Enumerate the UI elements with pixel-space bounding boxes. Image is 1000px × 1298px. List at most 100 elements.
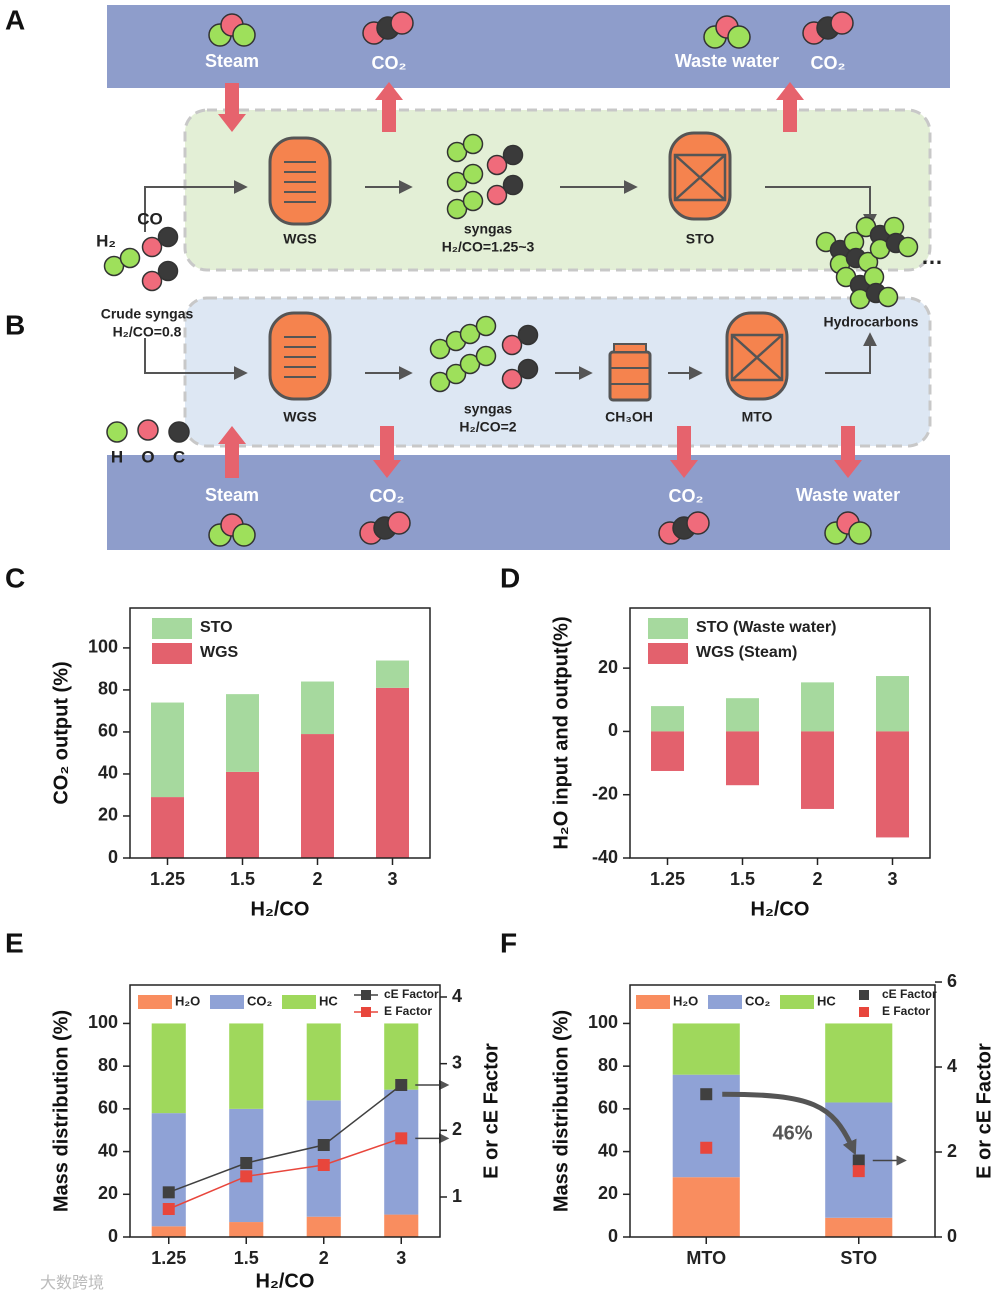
chart: 0 20 40 60 80 100 1 2 3 4 1.25 1.5 2 3 H₂O CO₂ HC cE Fact… (50, 984, 502, 1292)
chart: -40 -20 0 20 1.25 1.5 2 3 STO (Waste water) WGS (… (550, 607, 931, 920)
atom (168, 421, 190, 443)
plot-frame (629, 607, 931, 859)
x-tick-label: 1.25 (150, 869, 185, 889)
legend-label: WGS (Steam) (696, 644, 797, 661)
atom (157, 226, 179, 248)
y-tick-label: 100 (88, 1012, 118, 1032)
label: H₂/CO=0.8 (113, 324, 182, 340)
legend-label: E Factor (384, 1004, 432, 1018)
bar (825, 1217, 893, 1237)
bar (229, 1023, 264, 1109)
bar (376, 687, 409, 858)
series-line (168, 1137, 402, 1210)
marker (852, 1165, 865, 1178)
legend-swatch (780, 995, 814, 1009)
atom (462, 190, 484, 212)
x-tick-label: 1.5 (230, 869, 255, 889)
bar (672, 1177, 740, 1237)
y-tick-label: 0 (108, 1226, 118, 1246)
atom (459, 353, 481, 375)
x-tick-label: 3 (396, 1248, 406, 1268)
bar (151, 1226, 186, 1237)
x-axis-title: H₂/CO (751, 898, 810, 920)
marker (852, 1154, 865, 1167)
bar (226, 771, 259, 858)
atom (119, 247, 141, 269)
atom (877, 286, 899, 308)
y-axis-title: CO₂ output (%) (50, 661, 72, 804)
bar (801, 682, 834, 732)
sto-box (183, 108, 932, 272)
legend-swatch (282, 995, 316, 1009)
y-tick-label: 60 (598, 1098, 618, 1118)
label: … (921, 244, 943, 269)
x-tick-label: 3 (387, 869, 397, 889)
atom (387, 511, 411, 535)
label: H (111, 447, 123, 466)
atom (446, 141, 468, 163)
legend-swatch (648, 618, 688, 639)
y2-tick-label: 4 (452, 986, 462, 1006)
y-tick-label: 0 (108, 847, 118, 867)
atom (445, 363, 467, 385)
y-tick-label: 100 (88, 637, 118, 657)
legend-marker (361, 1007, 371, 1017)
x-tick-label: 1.25 (151, 1248, 186, 1268)
x-tick-label: 1.5 (730, 869, 755, 889)
flow-arrow (375, 82, 403, 132)
panel-label: C (5, 562, 25, 593)
marker (700, 1088, 713, 1101)
y-tick-label: 100 (588, 1012, 618, 1032)
bar (151, 1023, 186, 1114)
watermark: 大数跨境 (40, 1273, 104, 1292)
marker (240, 1157, 253, 1169)
atom (501, 368, 523, 390)
x-tick-label: 1.25 (650, 869, 685, 889)
legend-label: E Factor (882, 1004, 930, 1018)
atom (486, 154, 508, 176)
legend-label: STO (Waste water) (696, 619, 836, 636)
atom (501, 334, 523, 356)
y-tick-label: 20 (98, 1183, 118, 1203)
legend-marker (859, 990, 869, 1000)
label: CO (137, 209, 163, 228)
y-tick-label: 60 (98, 1098, 118, 1118)
marker (700, 1141, 713, 1154)
label: H₂ (96, 231, 116, 250)
bar (384, 1089, 419, 1215)
atom (141, 270, 163, 292)
bar (726, 731, 759, 786)
atom (103, 255, 125, 277)
atom (517, 324, 539, 346)
bar (825, 1023, 893, 1103)
legend-swatch (210, 995, 244, 1009)
bar (226, 694, 259, 772)
plot-frame (129, 984, 441, 1238)
series-line (168, 1084, 402, 1194)
atom (517, 358, 539, 380)
x-axis-title: H₂/CO (256, 1270, 315, 1292)
annotation: 46% (772, 1122, 812, 1144)
atom (848, 521, 872, 545)
label: H₂/CO=1.25~3 (442, 239, 535, 255)
legend-label: cE Factor (384, 987, 439, 1001)
molecules (103, 11, 919, 547)
label: CH₃OH (605, 409, 653, 425)
y2-tick-label: 0 (947, 1226, 957, 1246)
atom (232, 23, 256, 47)
y-tick-label: 0 (608, 720, 618, 740)
bar (726, 698, 759, 732)
flow-lines (144, 180, 877, 380)
legend-marker (361, 990, 371, 1000)
marker (395, 1132, 408, 1145)
y-tick-label: 0 (608, 1226, 618, 1246)
bar (672, 1023, 740, 1075)
label: STO (686, 231, 715, 247)
label: O (141, 447, 154, 466)
chart: 0 20 40 60 80 100 0 2 4 6 MTO STO H₂O CO₂ HC cE Factor E… (550, 971, 995, 1268)
atom (446, 198, 468, 220)
marker (162, 1186, 175, 1199)
label: Waste water (675, 51, 779, 71)
atom (897, 236, 919, 258)
